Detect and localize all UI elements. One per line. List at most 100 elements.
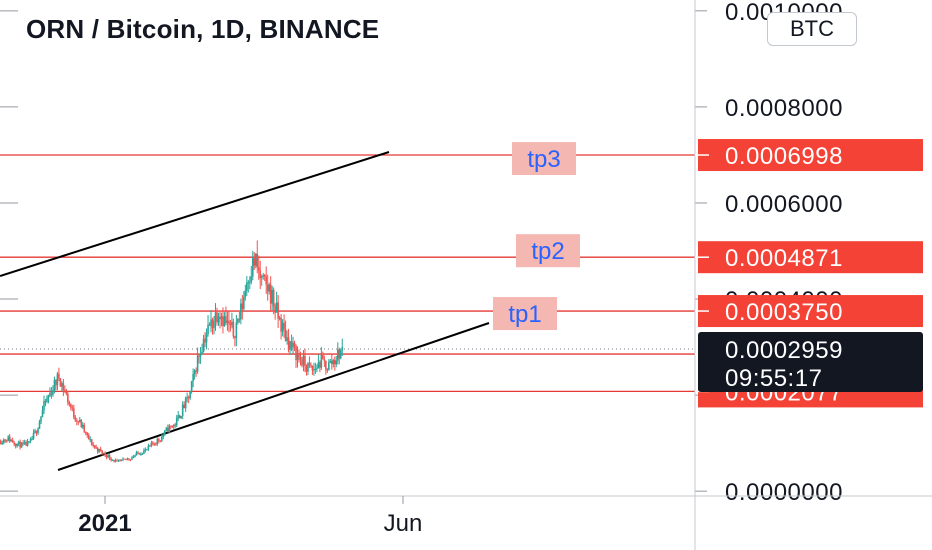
candle-body	[10, 440, 12, 442]
candle-body	[56, 373, 59, 386]
candle-body	[286, 337, 288, 341]
candle-body	[126, 458, 129, 460]
candle-body	[207, 324, 209, 335]
candle-body	[105, 455, 108, 458]
candle-body	[213, 321, 215, 329]
candle-body	[195, 370, 197, 372]
candle-body	[117, 460, 120, 462]
candle-body	[141, 453, 144, 455]
candle-body	[222, 316, 224, 326]
candle-body	[120, 459, 123, 461]
candle-body	[17, 441, 20, 444]
tp-label-background[interactable]	[493, 297, 557, 331]
candle-body	[119, 460, 121, 462]
candle-body	[238, 319, 241, 321]
candle-body	[244, 290, 247, 297]
candle-body	[137, 452, 139, 454]
candle-body	[277, 302, 279, 319]
trend-channel[interactable]	[0, 151, 490, 471]
candle-body	[135, 452, 138, 456]
tp-label[interactable]: tp3	[527, 146, 560, 173]
candle-body	[156, 439, 159, 444]
candle-body	[62, 383, 65, 391]
candle-body	[235, 322, 238, 338]
candle-body	[50, 392, 53, 395]
candle-body	[26, 441, 29, 446]
y-tick-label: 0.0006000	[725, 191, 843, 218]
candle-body	[296, 353, 299, 361]
candle-body	[5, 440, 8, 442]
candle-body	[228, 320, 230, 324]
candle-body	[251, 258, 254, 277]
candle-body	[247, 282, 250, 284]
candle-body	[226, 320, 229, 324]
candle-body	[7, 436, 10, 442]
candle-body	[232, 321, 235, 337]
candle-body	[329, 360, 332, 363]
candle-body	[98, 448, 100, 452]
candle-body	[71, 407, 74, 409]
candle-body	[281, 322, 284, 332]
candle-body	[93, 445, 96, 448]
candle-body	[313, 369, 315, 371]
candle-body	[171, 425, 174, 427]
candle-body	[338, 349, 341, 359]
candle-body	[299, 357, 302, 361]
candle-body	[37, 428, 39, 434]
candle-body	[29, 438, 32, 442]
candle-body	[216, 312, 218, 323]
tp-labels[interactable]: tp3 tp2 tp1	[493, 142, 580, 331]
candle-body	[1, 443, 4, 445]
level-price-tag	[698, 139, 923, 172]
candle-body	[140, 453, 142, 455]
candle-body	[254, 253, 257, 266]
candle-body	[64, 390, 66, 392]
tp-label-background[interactable]	[516, 234, 580, 268]
horizontal-levels[interactable]	[0, 154, 695, 393]
candle-body	[99, 448, 102, 451]
candle-body	[192, 374, 194, 382]
candle-body	[275, 302, 278, 313]
tp-label-background[interactable]	[512, 142, 576, 176]
candle-body	[81, 424, 84, 427]
candle-body	[122, 458, 124, 460]
candle-body	[110, 458, 112, 461]
candle-body	[4, 439, 7, 441]
candle-body	[55, 379, 57, 386]
candle-body	[144, 449, 147, 451]
candle-body	[240, 303, 242, 320]
candle-body	[74, 417, 77, 421]
candle-body	[196, 355, 199, 372]
candle-body	[177, 415, 180, 418]
tp-label[interactable]: tp2	[531, 238, 564, 265]
candle-body	[134, 455, 136, 457]
candle-body	[265, 276, 267, 285]
channel-upper-trendline[interactable]	[0, 151, 390, 277]
candle-body	[295, 345, 297, 361]
candle-body	[174, 424, 177, 426]
candle-body	[293, 342, 296, 346]
candle-body	[166, 427, 169, 433]
candle-body	[131, 457, 133, 460]
candle-body	[336, 349, 339, 361]
candle-body	[314, 369, 317, 371]
candle-body	[310, 364, 312, 366]
candle-body	[59, 378, 62, 387]
level-price-tag	[698, 241, 923, 274]
candle-body	[149, 445, 151, 447]
candle-body	[53, 379, 56, 391]
last-price-tag	[698, 332, 923, 393]
candle-body	[43, 400, 45, 411]
channel-lower-trendline[interactable]	[57, 322, 490, 471]
candle-body	[150, 442, 153, 446]
candle-body	[287, 337, 290, 350]
candle-body	[237, 319, 239, 323]
candle-body	[189, 391, 191, 399]
candle-body	[292, 342, 294, 348]
candle-body	[111, 459, 114, 461]
tp-label[interactable]: tp1	[508, 301, 541, 328]
currency-button[interactable]: BTC	[767, 12, 857, 46]
candle-body	[308, 363, 311, 365]
